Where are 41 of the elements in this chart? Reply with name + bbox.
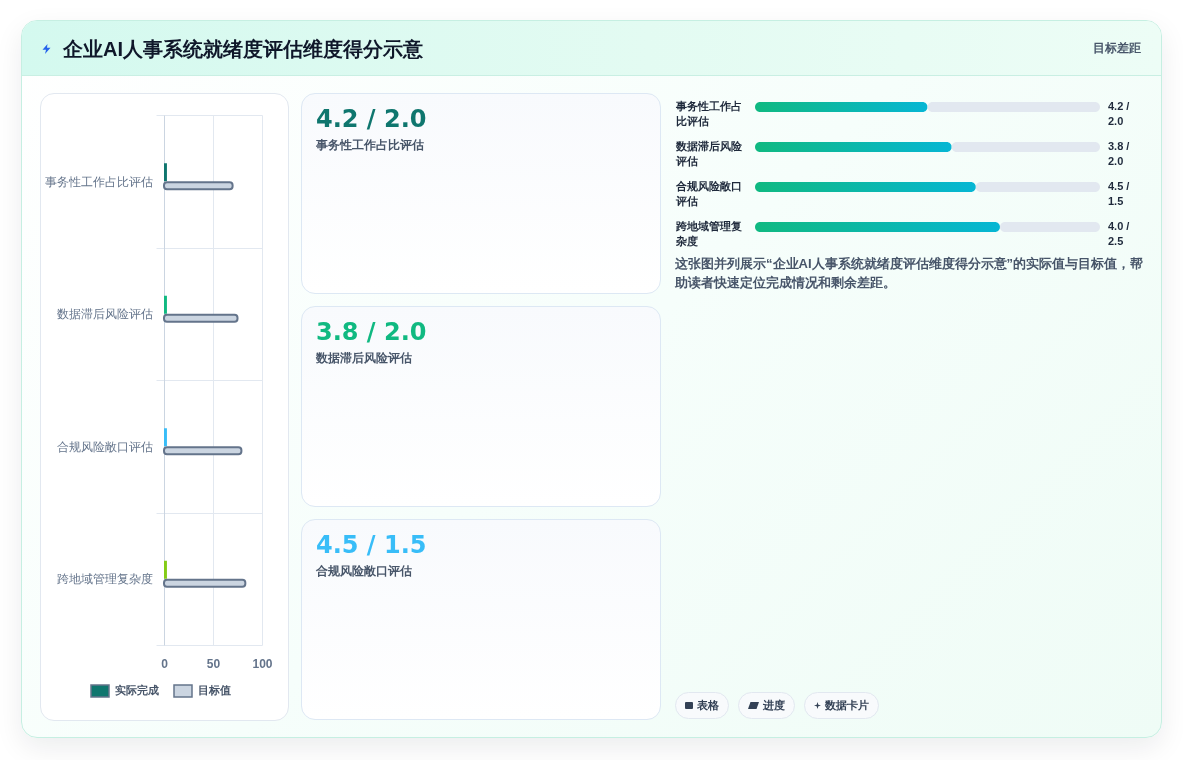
y-tick-label: 数据滞后风险评估 [56,307,153,322]
text: 3.8 / 2.0 [1108,140,1130,167]
y-tick-label: 跨地域管理复杂度 [674,220,742,247]
text: 4.5 / 1.5 [316,530,428,560]
bar [927,102,1100,112]
text: 4.5 / 1.5 [1108,180,1130,207]
text: 合规风险敞口评估 [316,563,413,579]
text: 进度 [763,698,785,713]
text: 数据卡片 [825,698,869,713]
text: 4.2 / 2.0 [1108,100,1130,127]
bar [164,428,167,447]
text: 数据滞后风险评估 [316,350,413,366]
y-tick-label: 跨地域管理复杂度 [56,572,153,587]
bar [755,142,952,152]
text: 企业AI人事系统就绪度评估维度得分示意 [63,37,423,62]
x-tick-label: 100 [252,656,273,671]
y-tick-label: 合规风险敞口评估 [56,439,153,454]
x-tick-label: 50 [206,656,221,671]
bar [755,102,928,112]
legend-label: 目标值 [198,684,231,696]
text: 4.0 / 2.5 [1108,220,1130,247]
bar [164,560,167,579]
bar [755,222,1000,232]
bar [999,222,1100,232]
x-tick-label: 0 [161,656,169,671]
y-tick-label: 事务性工作占比评估 [674,100,742,127]
legend-label: 实际完成 [115,684,159,696]
text: 事务性工作占比评估 [316,137,425,153]
text: 表格 [697,698,719,713]
bar [164,163,167,182]
text: 这张图并列展示“企业AI人事系统就绪度评估维度得分示意”的实际值与目标值，帮助读者快速定位完成情况和剩余差距。 [675,255,1144,292]
bar [164,295,167,314]
y-tick-label: 事务性工作占比评估 [44,174,153,189]
text: 目标差距 [1093,40,1141,56]
bar [951,142,1100,152]
y-tick-label: 合规风险敞口评估 [674,180,742,207]
bar [755,182,976,192]
bar [975,182,1100,192]
text: 4.2 / 2.0 [316,104,428,134]
y-tick-label: 数据滞后风险评估 [674,140,743,167]
text: 3.8 / 2.0 [316,317,428,347]
